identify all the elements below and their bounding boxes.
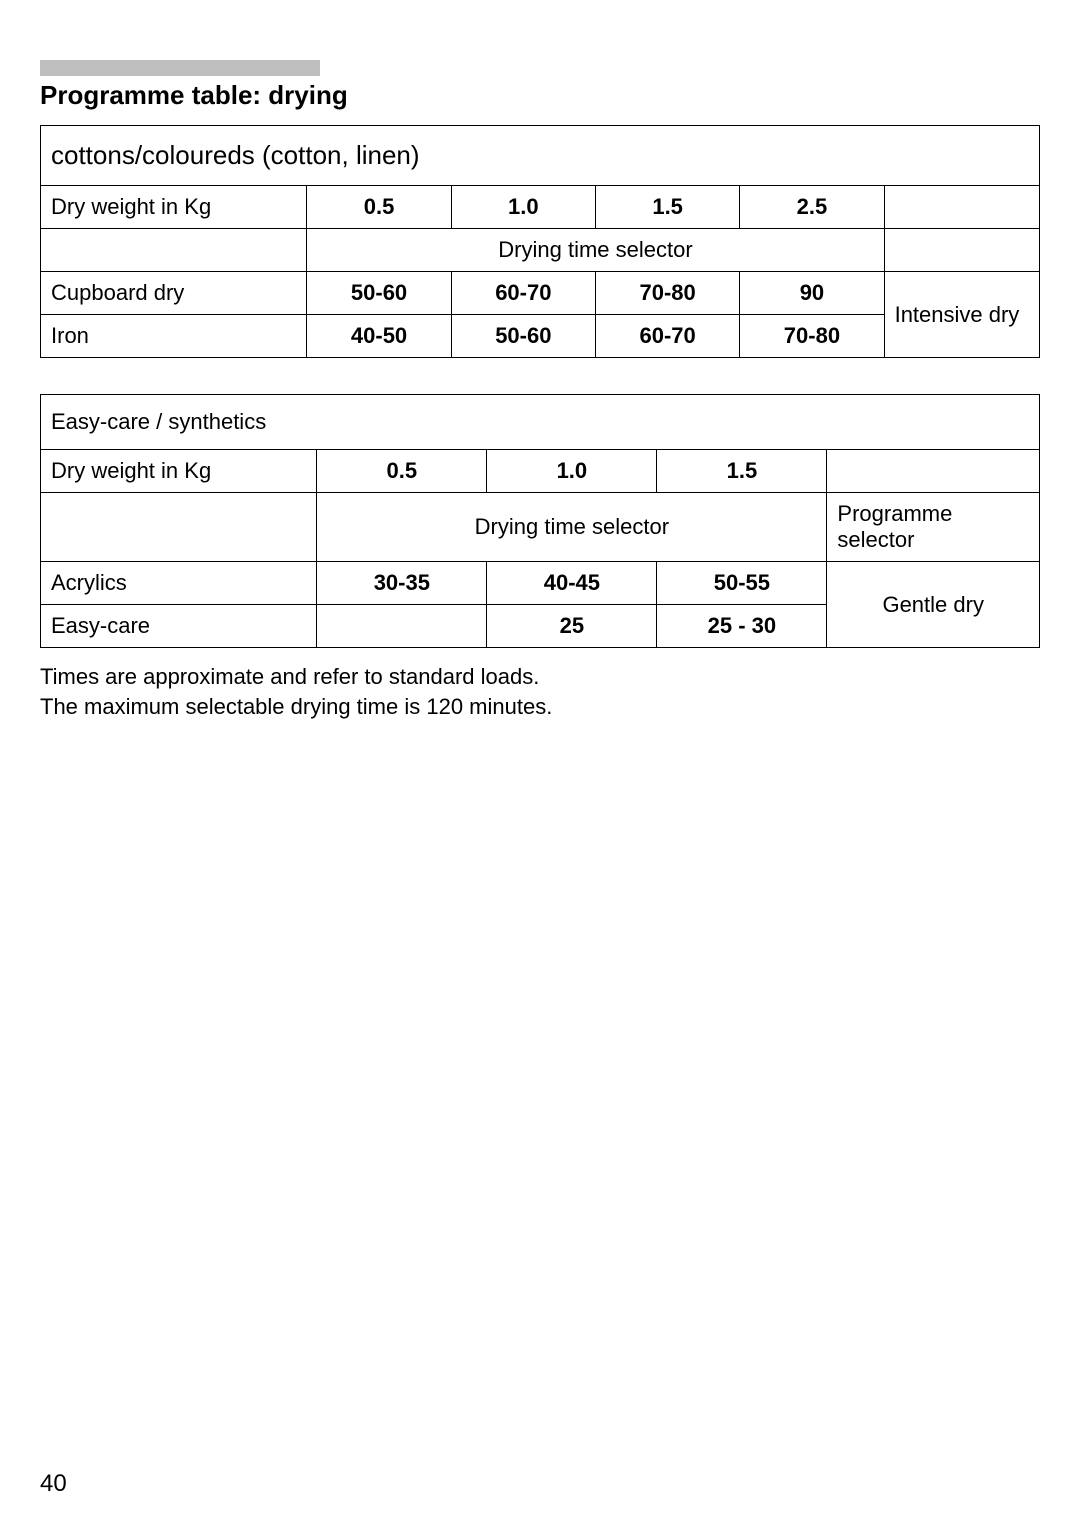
weight-value: 0.5	[317, 450, 487, 493]
table-section-title: Easy-care / synthetics	[41, 395, 1040, 450]
time-value: 70-80	[595, 272, 739, 315]
time-value: 40-50	[307, 315, 451, 358]
table-row: Cupboard dry 50-60 60-70 70-80 90 Intens…	[41, 272, 1040, 315]
selector-side-label: Programme selector	[827, 493, 1040, 562]
time-value: 50-55	[657, 562, 827, 605]
table-section-title: cottons/coloureds (cotton, linen)	[41, 126, 1040, 186]
time-value: 30-35	[317, 562, 487, 605]
table-row: Dry weight in Kg 0.5 1.0 1.5 2.5	[41, 186, 1040, 229]
page: Programme table: drying cottons/coloured…	[0, 0, 1080, 1532]
page-heading: Programme table: drying	[40, 80, 1040, 111]
weight-value: 2.5	[740, 186, 884, 229]
time-value: 25 - 30	[657, 605, 827, 648]
weight-value: 0.5	[307, 186, 451, 229]
table-row: Easy-care / synthetics	[41, 395, 1040, 450]
footnote-line: Times are approximate and refer to stand…	[40, 664, 539, 689]
time-value: 70-80	[740, 315, 884, 358]
footnote: Times are approximate and refer to stand…	[40, 662, 1040, 721]
time-value: 60-70	[451, 272, 595, 315]
side-label: Intensive dry	[884, 272, 1039, 358]
weight-value: 1.5	[657, 450, 827, 493]
selector-label: Drying time selector	[307, 229, 884, 272]
header-rule	[40, 60, 320, 76]
time-value: 25	[487, 605, 657, 648]
empty-cell	[884, 229, 1039, 272]
table-row: Drying time selector	[41, 229, 1040, 272]
table-row: Drying time selector Programme selector	[41, 493, 1040, 562]
row-label: Acrylics	[41, 562, 317, 605]
table-row: Acrylics 30-35 40-45 50-55 Gentle dry	[41, 562, 1040, 605]
empty-cell	[41, 493, 317, 562]
weight-value: 1.0	[451, 186, 595, 229]
table-row: cottons/coloureds (cotton, linen)	[41, 126, 1040, 186]
row-label: Iron	[41, 315, 307, 358]
time-value: 60-70	[595, 315, 739, 358]
time-value: 50-60	[307, 272, 451, 315]
time-value: 40-45	[487, 562, 657, 605]
empty-cell	[827, 450, 1040, 493]
time-value	[317, 605, 487, 648]
time-value: 50-60	[451, 315, 595, 358]
empty-cell	[884, 186, 1039, 229]
row-label: Easy-care	[41, 605, 317, 648]
time-value: 90	[740, 272, 884, 315]
side-label: Gentle dry	[827, 562, 1040, 648]
empty-cell	[41, 229, 307, 272]
table-cottons: cottons/coloureds (cotton, linen) Dry we…	[40, 125, 1040, 358]
weight-value: 1.5	[595, 186, 739, 229]
table-row: Dry weight in Kg 0.5 1.0 1.5	[41, 450, 1040, 493]
weight-label: Dry weight in Kg	[41, 186, 307, 229]
page-number: 40	[40, 1470, 67, 1498]
row-label: Cupboard dry	[41, 272, 307, 315]
selector-label: Drying time selector	[317, 493, 827, 562]
weight-value: 1.0	[487, 450, 657, 493]
footnote-line: The maximum selectable drying time is 12…	[40, 694, 552, 719]
table-synthetics: Easy-care / synthetics Dry weight in Kg …	[40, 394, 1040, 648]
weight-label: Dry weight in Kg	[41, 450, 317, 493]
